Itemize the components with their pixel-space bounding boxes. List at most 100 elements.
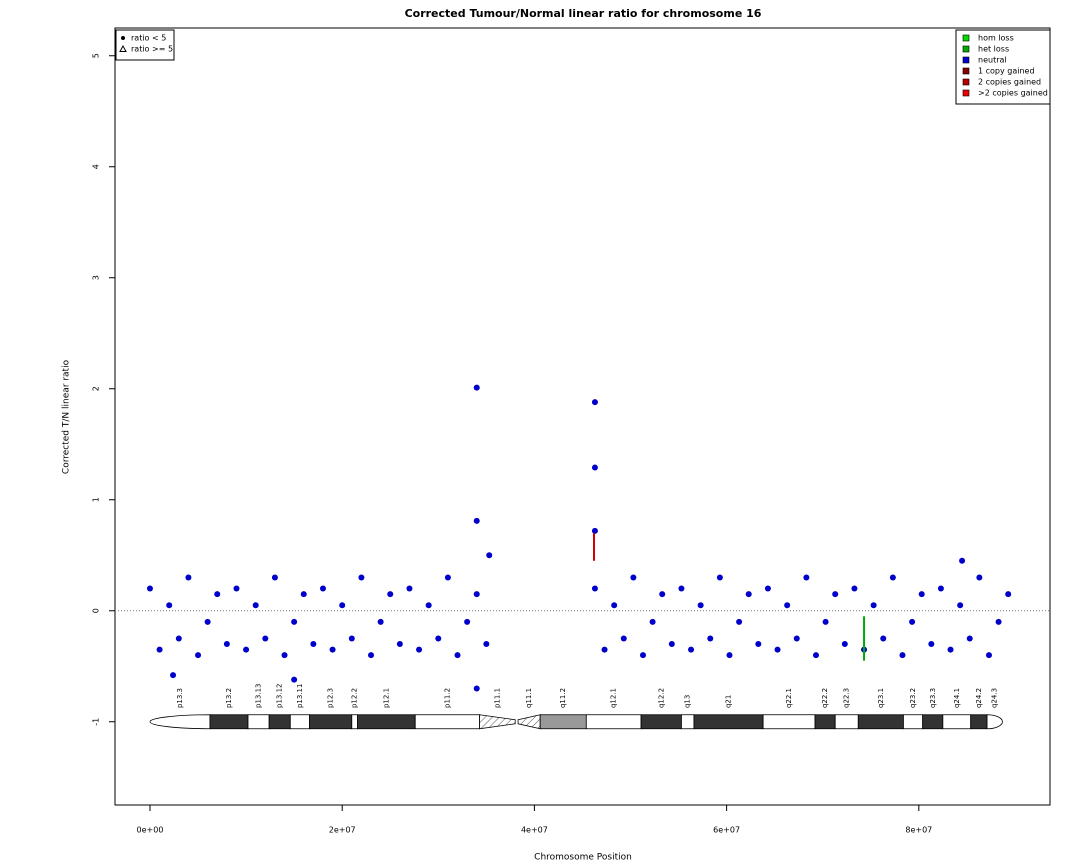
x-tick-label: 4e+07	[521, 826, 548, 835]
band-label: p13.2	[225, 688, 233, 708]
ideogram-band	[414, 714, 481, 730]
legend-swatch	[962, 45, 970, 53]
data-point	[841, 641, 848, 648]
band-label: q22.1	[785, 688, 793, 708]
data-point	[473, 384, 480, 391]
ideogram-band	[814, 714, 836, 730]
data-point	[716, 574, 723, 581]
data-point	[909, 618, 916, 625]
data-point	[486, 552, 493, 559]
data-point	[736, 618, 743, 625]
ideogram-band	[640, 714, 682, 730]
data-point	[899, 652, 906, 659]
ideogram-band	[209, 714, 249, 730]
ideogram-band	[834, 714, 859, 730]
ideogram-band	[149, 714, 211, 730]
data-point	[464, 618, 471, 625]
y-tick-label: 2	[92, 386, 101, 391]
ideogram-band	[857, 714, 904, 730]
ideogram-band	[517, 714, 541, 730]
data-point	[611, 602, 618, 609]
ideogram-band	[289, 714, 310, 730]
data-point	[630, 574, 637, 581]
data-point	[889, 574, 896, 581]
band-label: q21	[725, 695, 733, 708]
data-point	[591, 399, 598, 406]
legend-swatch	[962, 89, 970, 97]
y-tick-label: 0	[92, 608, 101, 613]
ideogram-band	[693, 714, 764, 730]
band-label: q12.1	[610, 688, 618, 708]
band-label: p12.3	[327, 688, 335, 708]
band-label: q11.1	[525, 688, 533, 708]
data-point	[649, 618, 656, 625]
ideogram-band	[986, 714, 1003, 730]
x-axis-label: Chromosome Position	[534, 853, 632, 863]
data-point	[252, 602, 259, 609]
band-label: q12.2	[657, 688, 665, 708]
data-point	[175, 635, 182, 642]
data-point	[803, 574, 810, 581]
data-point	[291, 676, 298, 683]
data-point	[764, 585, 771, 592]
data-point	[620, 635, 627, 642]
data-point	[591, 527, 598, 534]
data-point	[473, 517, 480, 524]
data-point	[726, 652, 733, 659]
data-point	[310, 641, 317, 648]
data-point	[396, 641, 403, 648]
data-point	[387, 591, 394, 598]
data-point	[444, 574, 451, 581]
data-point	[416, 646, 423, 653]
legend-swatch	[962, 34, 970, 42]
x-tick-label: 2e+07	[329, 826, 356, 835]
ideogram-band	[479, 714, 516, 730]
data-point	[755, 641, 762, 648]
data-point	[995, 618, 1002, 625]
legend-symbol	[121, 36, 125, 40]
data-point	[870, 602, 877, 609]
data-point	[271, 574, 278, 581]
data-point	[707, 635, 714, 642]
data-point	[976, 574, 983, 581]
legend-swatch	[962, 78, 970, 86]
data-point	[880, 635, 887, 642]
ideogram-band	[970, 714, 988, 730]
y-tick-label: 4	[92, 164, 101, 169]
band-label: p12.1	[382, 688, 390, 708]
x-tick-label: 8e+07	[905, 826, 932, 835]
data-point	[339, 602, 346, 609]
data-point	[146, 585, 153, 592]
data-point	[966, 635, 973, 642]
data-point	[204, 618, 211, 625]
ideogram-band	[762, 714, 816, 730]
legend-box	[955, 29, 1051, 105]
data-point	[319, 585, 326, 592]
data-point	[793, 635, 800, 642]
legend-label: ratio >= 5	[131, 45, 173, 54]
chart-title: Corrected Tumour/Normal linear ratio for…	[405, 7, 762, 20]
data-point	[812, 652, 819, 659]
data-point	[483, 641, 490, 648]
legend-label: >2 copies gained	[978, 89, 1048, 98]
data-point	[358, 574, 365, 581]
band-label: p13.11	[296, 684, 304, 708]
data-point	[918, 591, 925, 598]
data-point	[697, 602, 704, 609]
data-point	[300, 591, 307, 598]
data-point	[601, 646, 608, 653]
legend-swatch	[962, 67, 970, 75]
data-point	[928, 641, 935, 648]
ideogram-band	[903, 714, 924, 730]
legend-label: neutral	[978, 56, 1007, 65]
y-axis-label: Corrected T/N linear ratio	[62, 359, 72, 474]
ideogram-band	[351, 714, 358, 730]
data-point	[329, 646, 336, 653]
data-point	[170, 672, 177, 679]
data-point	[473, 591, 480, 598]
data-point	[947, 646, 954, 653]
data-point	[822, 618, 829, 625]
ideogram-band	[585, 714, 642, 730]
data-point	[233, 585, 240, 592]
data-point	[937, 585, 944, 592]
